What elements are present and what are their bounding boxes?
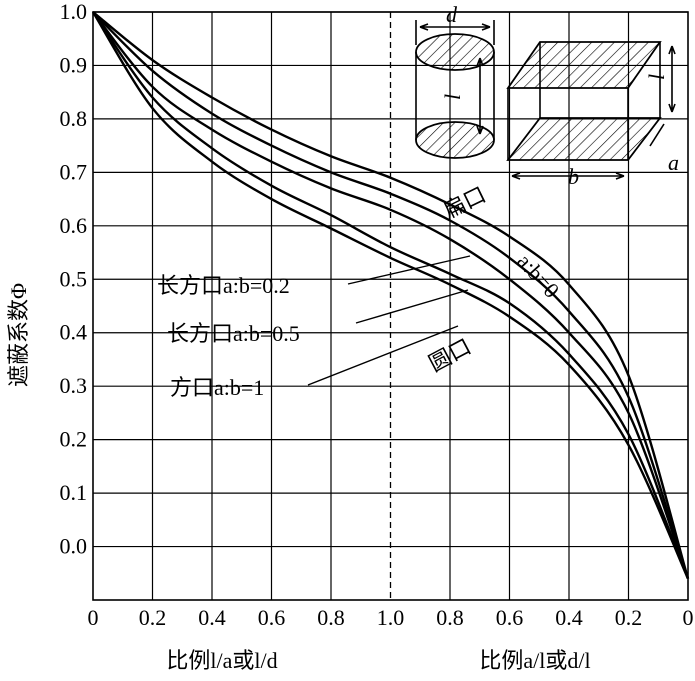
side-a-arrow bbox=[649, 123, 665, 147]
y-tick-label: 0.2 bbox=[60, 427, 88, 452]
curve-label-rect-05: 长方口a:b=0.5 bbox=[167, 321, 300, 346]
length-arrow-cylinder bbox=[476, 57, 484, 135]
y-tick-label: 1.0 bbox=[60, 0, 88, 24]
plate-bottom bbox=[506, 117, 662, 161]
x-axis-label-right: 比例a/l或d/l bbox=[479, 648, 590, 673]
tick-labels: 0.0 0.1 0.2 0.3 0.4 0.5 0.6 0.7 0.8 0.9 1.0 0 0.2 0.4… bbox=[60, 0, 694, 630]
curves bbox=[91, 11, 690, 580]
series-line-2 bbox=[92, 11, 690, 580]
series-line-3 bbox=[92, 11, 690, 580]
series-line-4 bbox=[91, 11, 690, 580]
x-tick-label: 0.4 bbox=[198, 605, 226, 630]
x-axis-label-left: 比例l/a或l/d bbox=[166, 648, 277, 673]
y-tick-label: 0.3 bbox=[60, 373, 88, 398]
inset-label-l-cylinder: l bbox=[440, 94, 465, 100]
x-tick-label: 0.4 bbox=[555, 605, 583, 630]
y-tick-label: 0.9 bbox=[60, 52, 88, 77]
y-tick-label: 0.6 bbox=[60, 213, 88, 238]
inset-label-d: d bbox=[446, 2, 458, 27]
x-tick-label: 0.8 bbox=[317, 605, 345, 630]
length-arrow-plates bbox=[668, 45, 676, 113]
inset-label-l-plates: l bbox=[644, 74, 669, 80]
inset-label-a: a bbox=[668, 150, 679, 175]
inset-cylinder: d l bbox=[415, 2, 495, 159]
curve-label-rect-02: 长方口a:b=0.2 bbox=[157, 273, 290, 298]
x-tick-label: 0 bbox=[683, 605, 694, 630]
x-tick-label: 0.8 bbox=[436, 605, 464, 630]
y-tick-label: 0.1 bbox=[60, 480, 88, 505]
curve-label-flat-ratio: a:b=0 bbox=[512, 249, 564, 303]
y-tick-label: 0.0 bbox=[60, 534, 88, 559]
inset-plates: l a b bbox=[506, 41, 679, 189]
curve-label-square: 方口a:b=1 bbox=[170, 375, 264, 400]
leader-line-rect-05 bbox=[355, 289, 469, 324]
y-tick-label: 0.7 bbox=[60, 159, 88, 184]
series-line-0 bbox=[92, 11, 690, 579]
diameter-arrow bbox=[419, 23, 491, 31]
x-tick-label: 1.0 bbox=[377, 605, 405, 630]
leader-line-rect-02 bbox=[347, 255, 471, 285]
x-tick-label: 0.2 bbox=[139, 605, 167, 630]
x-tick-label: 0.2 bbox=[615, 605, 643, 630]
inset-label-b: b bbox=[568, 164, 579, 189]
x-tick-label: 0.6 bbox=[258, 605, 286, 630]
series-line-1 bbox=[92, 11, 690, 579]
x-tick-label: 0.6 bbox=[496, 605, 524, 630]
y-tick-label: 0.8 bbox=[60, 106, 88, 131]
curve-label-flat: 扁口 bbox=[439, 182, 490, 224]
plate-top bbox=[506, 41, 662, 89]
x-tick-label: 0 bbox=[88, 605, 99, 630]
y-tick-label: 0.5 bbox=[60, 266, 88, 291]
leader-line-square bbox=[307, 325, 459, 386]
y-tick-label: 0.4 bbox=[60, 320, 88, 345]
y-axis-label: 遮蔽系数Φ bbox=[6, 283, 31, 387]
side-b-arrow bbox=[511, 172, 625, 180]
